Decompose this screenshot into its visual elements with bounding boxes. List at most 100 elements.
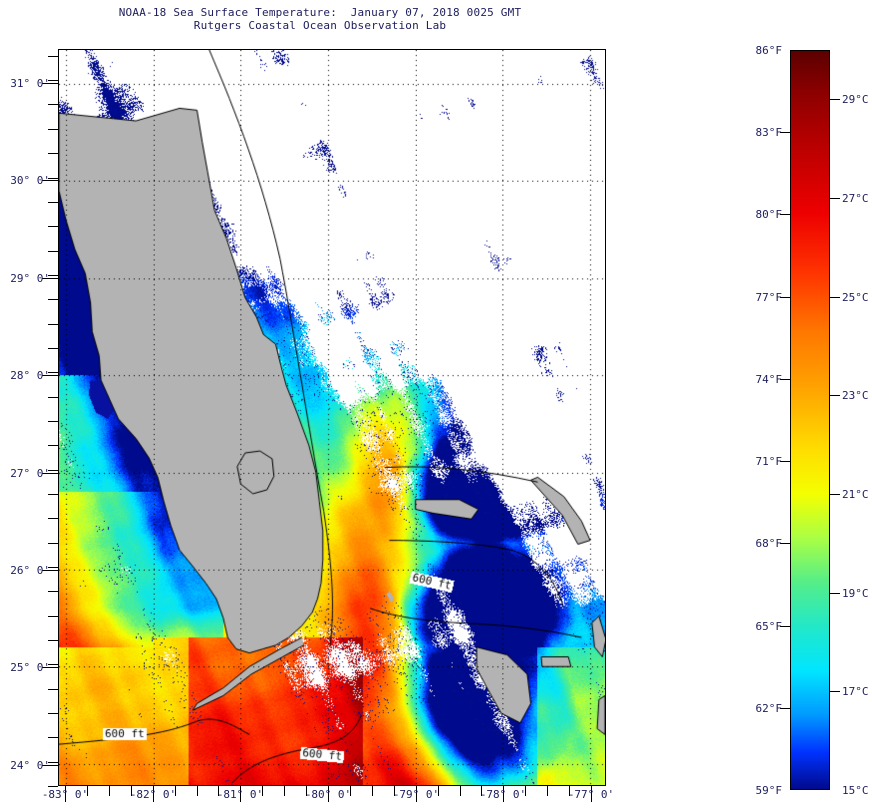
x-tick-minor [197, 786, 198, 796]
y-tick-minor [48, 56, 58, 57]
y-tick-minor [48, 348, 58, 349]
colorbar-label-celsius: 29°C [842, 93, 869, 106]
x-axis-label: -83° 0' [41, 788, 89, 801]
x-axis-label: -78° 0' [479, 788, 527, 801]
y-tick-minor [48, 153, 58, 154]
colorbar-tick-c [830, 99, 840, 100]
y-tick-minor [48, 397, 58, 398]
colorbar-label-celsius: 25°C [842, 291, 869, 304]
colorbar-tick-c [830, 593, 840, 594]
y-tick-minor [48, 445, 58, 446]
x-tick-major [153, 786, 154, 802]
y-tick-minor [48, 324, 58, 325]
colorbar-tick-f [780, 708, 790, 709]
colorbar [790, 50, 830, 790]
y-tick-minor [48, 664, 58, 665]
y-tick-minor [48, 178, 58, 179]
y-axis-label: 27° 0' [10, 467, 50, 480]
x-tick-minor [262, 786, 263, 796]
y-tick-major [42, 667, 58, 668]
x-tick-major [65, 786, 66, 802]
x-axis-label: -82° 0' [129, 788, 177, 801]
colorbar-label-fahrenheit: 77°F [755, 291, 783, 304]
x-tick-minor [394, 786, 395, 796]
x-axis-label: -79° 0' [392, 788, 440, 801]
colorbar-tick-c [830, 395, 840, 396]
x-tick-major [416, 786, 417, 802]
colorbar-tick-f [780, 379, 790, 380]
y-tick-minor [48, 786, 58, 787]
y-tick-major [42, 278, 58, 279]
y-tick-minor [48, 640, 58, 641]
x-tick-minor [175, 786, 176, 796]
colorbar-label-celsius: 17°C [842, 685, 869, 698]
page-subtitle: Rutgers Coastal Ocean Observation Lab [193, 19, 447, 32]
title-block: NOAA-18 Sea Surface Temperature: January… [0, 6, 640, 32]
sst-raster [59, 50, 605, 785]
y-tick-minor [48, 543, 58, 544]
x-tick-minor [481, 786, 482, 796]
y-axis-label: 26° 0' [10, 564, 50, 577]
y-tick-minor [48, 567, 58, 568]
y-tick-minor [48, 372, 58, 373]
y-tick-minor [48, 616, 58, 617]
colorbar-tick-c [830, 297, 840, 298]
colorbar-label-celsius: 23°C [842, 389, 869, 402]
colorbar-label-fahrenheit: 80°F [755, 208, 783, 221]
x-tick-minor [547, 786, 548, 796]
page-title: NOAA-18 Sea Surface Temperature: January… [118, 6, 522, 19]
x-tick-minor [569, 786, 570, 796]
y-tick-minor [48, 202, 58, 203]
colorbar-label-celsius: 15°C [842, 784, 869, 797]
y-tick-major [42, 375, 58, 376]
colorbar-label-fahrenheit: 68°F [755, 537, 783, 550]
x-tick-minor [350, 786, 351, 796]
y-tick-minor [48, 80, 58, 81]
y-axis-label: 25° 0' [10, 661, 50, 674]
colorbar-label-fahrenheit: 86°F [755, 44, 783, 57]
y-tick-minor [48, 251, 58, 252]
y-tick-minor [48, 226, 58, 227]
colorbar-label-fahrenheit: 65°F [755, 620, 783, 633]
x-tick-minor [438, 786, 439, 796]
colorbar-tick-c [830, 691, 840, 692]
colorbar-label-fahrenheit: 71°F [755, 455, 783, 468]
x-tick-major [240, 786, 241, 802]
x-tick-minor [525, 786, 526, 796]
colorbar-tick-f [780, 214, 790, 215]
colorbar-tick-f [780, 132, 790, 133]
x-tick-minor [460, 786, 461, 796]
y-axis-label: 29° 0' [10, 272, 50, 285]
y-tick-minor [48, 689, 58, 690]
y-tick-major [42, 83, 58, 84]
x-axis-label: -81° 0' [216, 788, 264, 801]
x-tick-major [591, 786, 592, 802]
y-axis-label: 24° 0' [10, 759, 50, 772]
y-axis-label: 30° 0' [10, 174, 50, 187]
y-tick-minor [48, 591, 58, 592]
y-tick-major [42, 180, 58, 181]
y-axis-label: 28° 0' [10, 369, 50, 382]
x-tick-minor [284, 786, 285, 796]
y-tick-minor [48, 299, 58, 300]
x-tick-major [503, 786, 504, 802]
x-tick-minor [218, 786, 219, 796]
x-tick-minor [372, 786, 373, 796]
y-axis-label: 31° 0' [10, 77, 50, 90]
colorbar-label-celsius: 21°C [842, 488, 869, 501]
x-axis-label: -80° 0' [304, 788, 352, 801]
colorbar-gradient [790, 50, 830, 790]
sst-map[interactable] [58, 49, 606, 786]
y-tick-minor [48, 470, 58, 471]
x-tick-major [328, 786, 329, 802]
colorbar-label-fahrenheit: 74°F [755, 373, 783, 386]
colorbar-label-celsius: 27°C [842, 192, 869, 205]
colorbar-tick-c [830, 198, 840, 199]
y-tick-major [42, 570, 58, 571]
y-tick-minor [48, 129, 58, 130]
x-tick-minor [109, 786, 110, 796]
colorbar-tick-f [780, 543, 790, 544]
y-tick-minor [48, 762, 58, 763]
y-tick-minor [48, 275, 58, 276]
colorbar-tick-c [830, 494, 840, 495]
